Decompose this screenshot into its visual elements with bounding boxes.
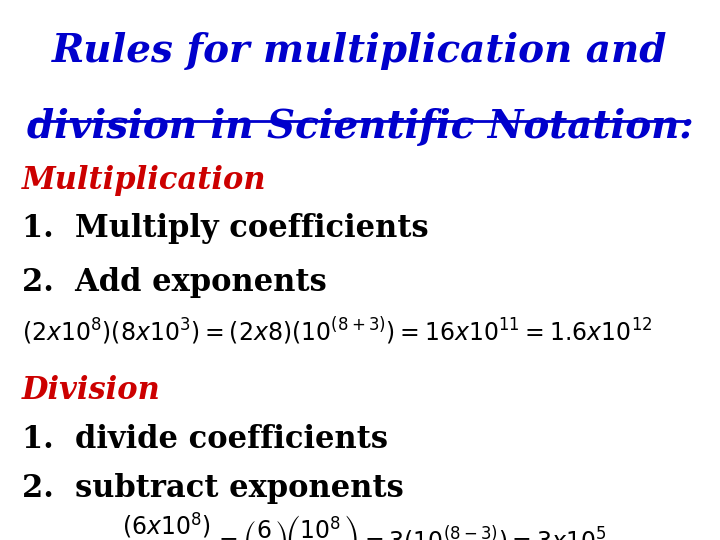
Text: 1.  divide coefficients: 1. divide coefficients [22,424,387,455]
Text: $(2x10^8)(8x10^3) = (2x8)(10^{(8+3)}) = 16x10^{11} = 1.6x10^{12}$: $(2x10^8)(8x10^3) = (2x8)(10^{(8+3)}) = … [22,316,652,347]
Text: 1.  Multiply coefficients: 1. Multiply coefficients [22,213,428,244]
Text: $\dfrac{(6x10^8)}{(2x10^3)} = \left(\dfrac{6}{2}\right)\!\left(\dfrac{10^8}{10^3: $\dfrac{(6x10^8)}{(2x10^3)} = \left(\dfr… [122,510,607,540]
Text: Division: Division [22,375,161,406]
Text: 2.  Add exponents: 2. Add exponents [22,267,326,298]
Text: 2.  subtract exponents: 2. subtract exponents [22,472,403,503]
Text: Multiplication: Multiplication [22,165,266,195]
Text: division in Scientific Notation:: division in Scientific Notation: [27,108,693,146]
Text: Rules for multiplication and: Rules for multiplication and [53,32,667,70]
